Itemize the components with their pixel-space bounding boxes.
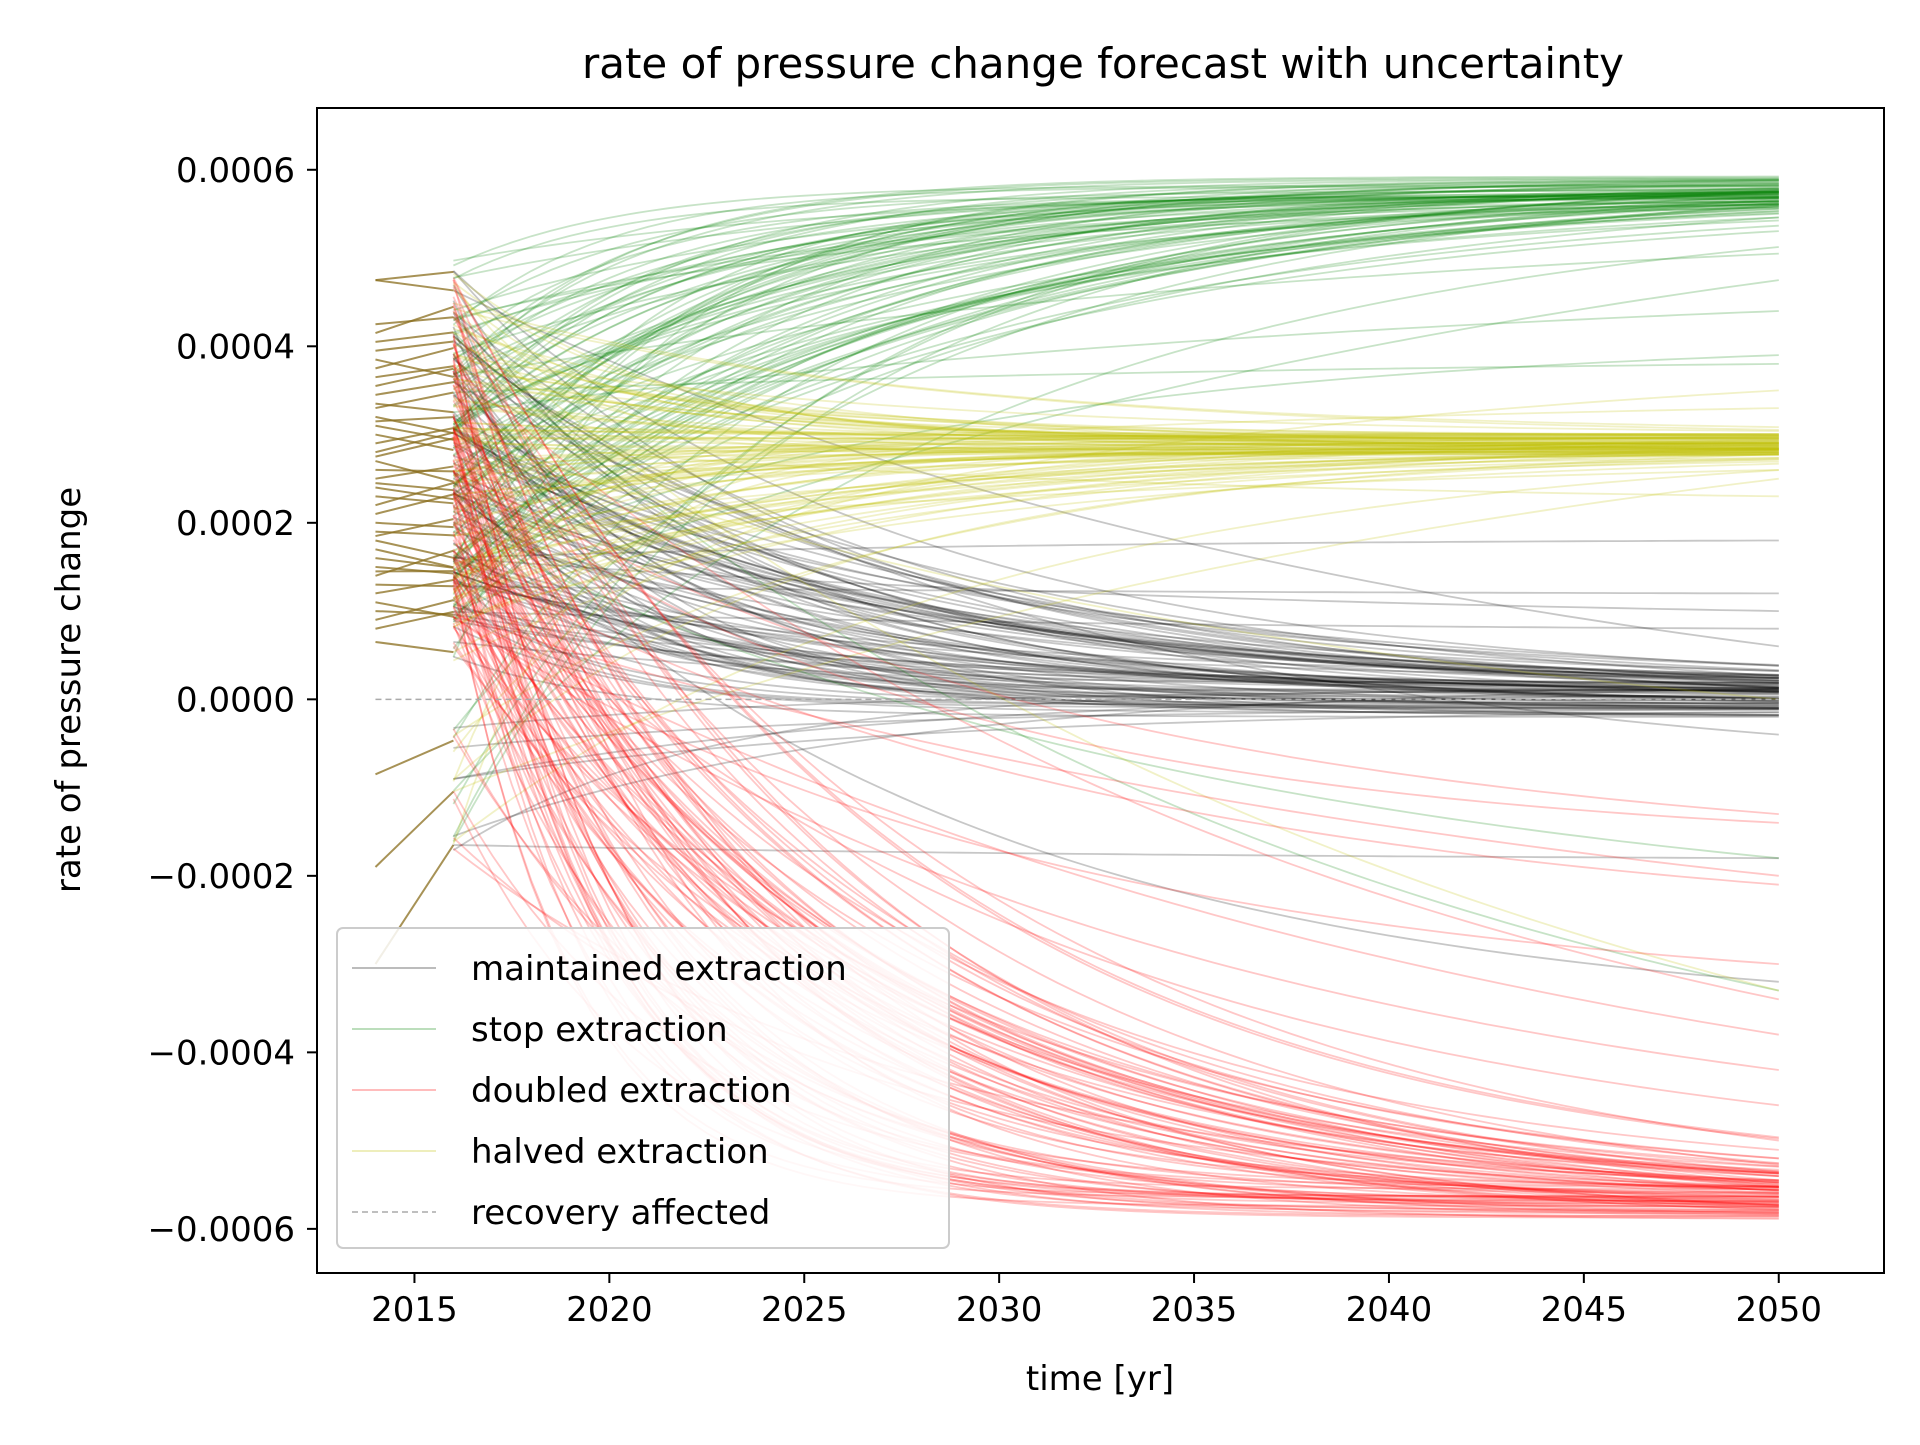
- y-axis-label: rate of pressure change: [49, 487, 89, 893]
- legend-label-stop: stop extraction: [471, 1010, 728, 1050]
- legend-label-doubled: doubled extraction: [471, 1071, 792, 1111]
- legend: maintained extraction stop extraction do…: [337, 928, 949, 1248]
- x-tick-label: 2025: [761, 1290, 848, 1330]
- x-tick-label: 2020: [566, 1290, 653, 1330]
- y-tick-label: 0.0002: [176, 504, 295, 544]
- y-tick-label: −0.0004: [148, 1033, 295, 1073]
- y-tick-label: 0.0004: [176, 327, 295, 367]
- legend-label-maintained: maintained extraction: [471, 949, 847, 989]
- x-axis-label: time [yr]: [1026, 1359, 1174, 1399]
- y-tick-label: 0.0006: [176, 151, 295, 191]
- x-tick-label: 2040: [1346, 1290, 1433, 1330]
- y-tick-label: −0.0006: [148, 1210, 295, 1250]
- x-tick-label: 2035: [1151, 1290, 1238, 1330]
- chart-title: rate of pressure change forecast with un…: [582, 39, 1624, 88]
- x-tick-label: 2045: [1541, 1290, 1628, 1330]
- x-tick-label: 2050: [1735, 1290, 1822, 1330]
- x-tick-label: 2015: [371, 1290, 458, 1330]
- y-tick-label: −0.0002: [148, 857, 295, 897]
- legend-label-recovery: recovery affected: [471, 1193, 770, 1233]
- y-tick-label: 0.0000: [176, 680, 295, 720]
- legend-label-halved: halved extraction: [471, 1132, 769, 1172]
- x-tick-label: 2030: [956, 1290, 1043, 1330]
